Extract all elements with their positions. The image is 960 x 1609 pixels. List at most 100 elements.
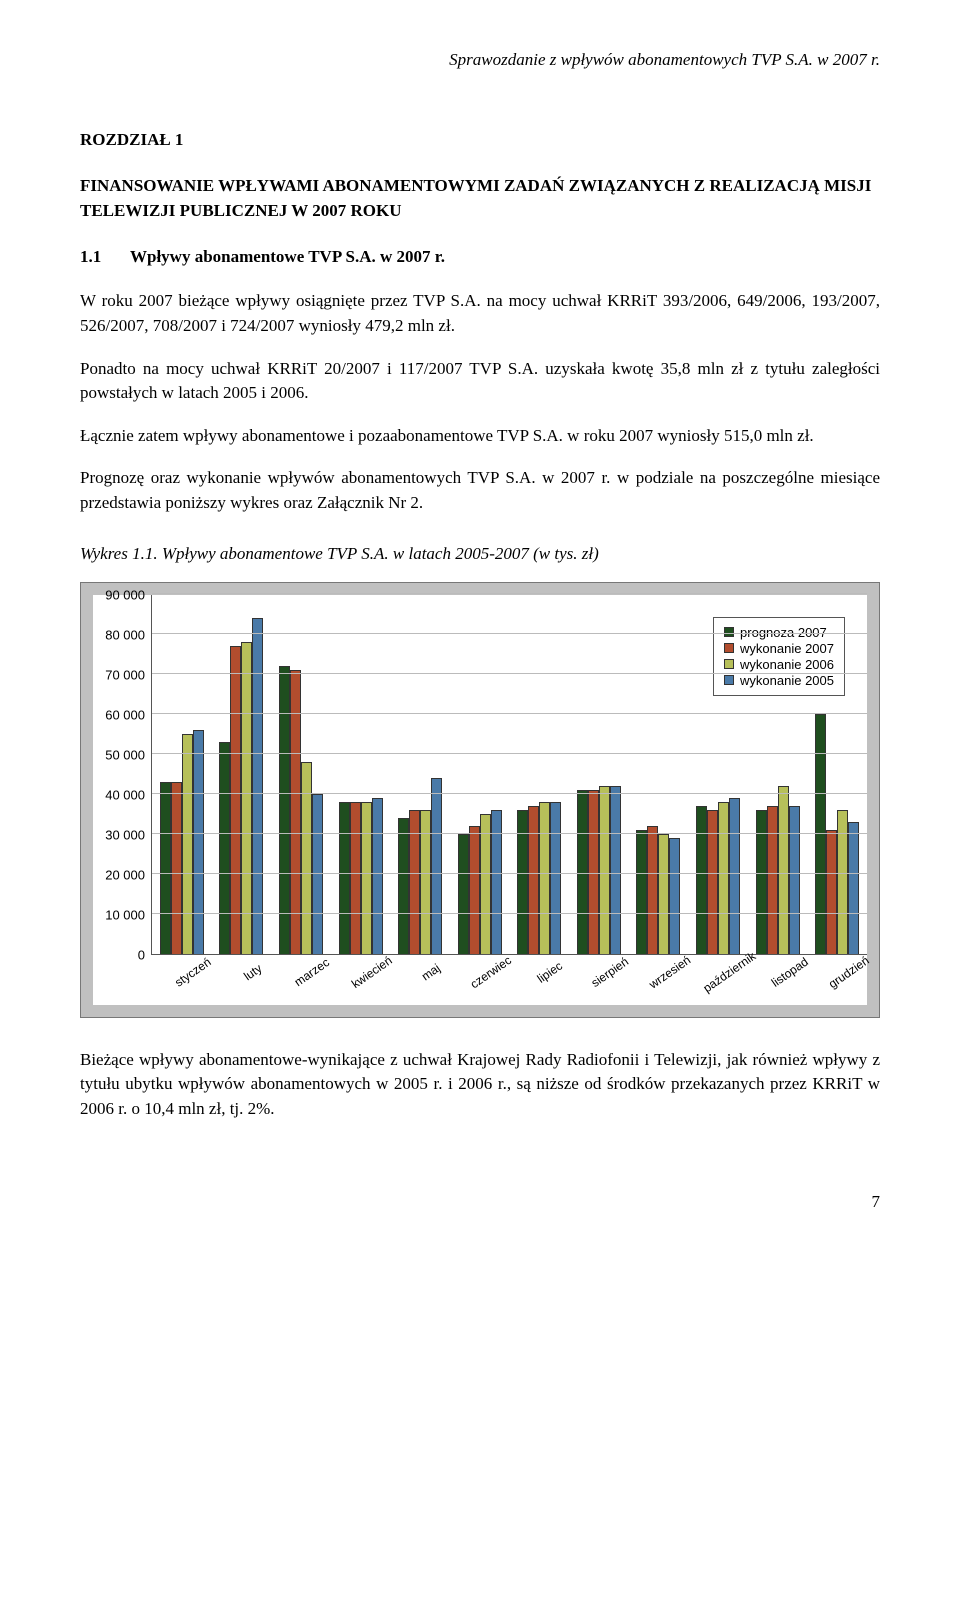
bar-group — [152, 730, 212, 954]
gridline — [152, 793, 867, 794]
bar — [636, 830, 647, 954]
paragraph: Bieżące wpływy abonamentowe-wynikające z… — [80, 1048, 880, 1122]
gridline — [152, 633, 867, 634]
section-headline: FINANSOWANIE WPŁYWAMI ABONAMENTOWYMI ZAD… — [80, 174, 880, 223]
bar — [458, 834, 469, 954]
bar-group — [629, 826, 689, 954]
bar — [372, 798, 383, 954]
legend-label: wykonanie 2007 — [740, 641, 834, 656]
y-tick-label: 50 000 — [105, 747, 145, 762]
bar-group — [390, 778, 450, 954]
legend-swatch — [724, 675, 734, 685]
bar-group — [450, 810, 510, 954]
bar — [431, 778, 442, 954]
bar — [815, 714, 826, 954]
gridline — [152, 593, 867, 594]
y-tick-label: 60 000 — [105, 707, 145, 722]
bar-group — [748, 786, 808, 954]
bar — [301, 762, 312, 954]
bar — [219, 742, 230, 954]
bar — [339, 802, 350, 954]
legend-label: wykonanie 2005 — [740, 673, 834, 688]
paragraph: Łącznie zatem wpływy abonamentowe i poza… — [80, 424, 880, 449]
bar — [718, 802, 729, 954]
bar — [729, 798, 740, 954]
chart-legend: prognoza 2007wykonanie 2007wykonanie 200… — [713, 617, 845, 696]
bar — [420, 810, 431, 954]
bar — [409, 810, 420, 954]
legend-swatch — [724, 659, 734, 669]
bar — [539, 802, 550, 954]
bar — [826, 830, 837, 954]
bar-group — [331, 798, 391, 954]
bar-group — [688, 798, 748, 954]
bar — [171, 782, 182, 954]
chapter-label: ROZDZIAŁ 1 — [80, 130, 880, 150]
figure-caption: Wykres 1.1. Wpływy abonamentowe TVP S.A.… — [80, 544, 880, 564]
bar — [350, 802, 361, 954]
chart-y-axis: 010 00020 00030 00040 00050 00060 00070 … — [93, 595, 151, 955]
bar — [517, 810, 528, 954]
bar — [756, 810, 767, 954]
legend-item: wykonanie 2005 — [724, 673, 834, 688]
paragraph: W roku 2007 bieżące wpływy osiągnięte pr… — [80, 289, 880, 338]
bar — [528, 806, 539, 954]
running-header: Sprawozdanie z wpływów abonamentowych TV… — [80, 50, 880, 70]
legend-item: wykonanie 2007 — [724, 641, 834, 656]
subsection-title: Wpływy abonamentowe TVP S.A. w 2007 r. — [130, 247, 445, 267]
y-tick-label: 20 000 — [105, 867, 145, 882]
bar-group — [807, 714, 867, 954]
bar — [160, 782, 171, 954]
bar — [193, 730, 204, 954]
bar — [252, 618, 263, 954]
chart-container: 0 10 000 20 000 30 000 40 000 50 000 60 000 70 … — [80, 582, 880, 1018]
page-number: 7 — [80, 1192, 880, 1212]
y-tick-label: 40 000 — [105, 787, 145, 802]
y-tick-label: 30 000 — [105, 827, 145, 842]
bar — [491, 810, 502, 954]
chart-x-axis: styczeńlutymarzeckwiecieńmajczerwieclipi… — [151, 955, 867, 1005]
bar — [550, 802, 561, 954]
y-tick-label: 90 000 — [105, 587, 145, 602]
bar-group — [212, 618, 272, 954]
bar — [577, 790, 588, 954]
bar — [361, 802, 372, 954]
bar — [398, 818, 409, 954]
bar — [312, 794, 323, 954]
bar — [230, 646, 241, 954]
bar — [599, 786, 610, 954]
chart-plot: prognoza 2007wykonanie 2007wykonanie 200… — [151, 595, 867, 955]
bar-group — [271, 666, 331, 954]
subsection-heading: 1.1 Wpływy abonamentowe TVP S.A. w 2007 … — [80, 247, 880, 267]
bar-group — [509, 802, 569, 954]
bar-group — [569, 786, 629, 954]
gridline — [152, 913, 867, 914]
subsection-number: 1.1 — [80, 247, 130, 267]
bar — [778, 786, 789, 954]
bar — [837, 810, 848, 954]
gridline — [152, 753, 867, 754]
bar — [696, 806, 707, 954]
bar — [480, 814, 491, 954]
gridline — [152, 713, 867, 714]
y-tick-label: 80 000 — [105, 627, 145, 642]
gridline — [152, 873, 867, 874]
y-tick-label: 10 000 — [105, 907, 145, 922]
y-tick-label: 0 — [138, 947, 145, 962]
bar — [669, 838, 680, 954]
gridline — [152, 833, 867, 834]
bar — [707, 810, 718, 954]
bar — [848, 822, 859, 954]
y-tick-label: 70 000 — [105, 667, 145, 682]
gridline — [152, 673, 867, 674]
bar — [241, 642, 252, 954]
chart-plot-area: 0 10 000 20 000 30 000 40 000 50 000 60 000 70 … — [93, 595, 867, 1005]
bar — [610, 786, 621, 954]
bar — [789, 806, 800, 954]
bar — [469, 826, 480, 954]
bar — [279, 666, 290, 954]
paragraph: Ponadto na mocy uchwał KRRiT 20/2007 i 1… — [80, 357, 880, 406]
bar — [588, 790, 599, 954]
legend-swatch — [724, 643, 734, 653]
bar — [767, 806, 778, 954]
